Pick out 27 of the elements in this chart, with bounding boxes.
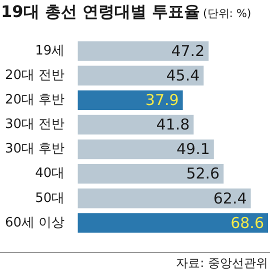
y-tick-label: 19세 bbox=[35, 43, 65, 58]
data-label: 47.2 bbox=[171, 42, 205, 60]
data-label: 52.6 bbox=[186, 164, 220, 183]
data-label: 45.4 bbox=[166, 66, 200, 85]
data-label: 68.6 bbox=[230, 214, 264, 232]
bar bbox=[78, 188, 251, 208]
data-label: 37.9 bbox=[145, 91, 179, 110]
y-tick-label: 60세 이상 bbox=[4, 215, 65, 230]
bar bbox=[78, 164, 224, 184]
data-label: 62.4 bbox=[213, 189, 247, 208]
bar bbox=[78, 114, 194, 135]
y-tick-label: 40대 bbox=[35, 166, 65, 182]
y-tick-label: 20대 후반 bbox=[4, 92, 65, 108]
y-tick-label: 30대 후반 bbox=[4, 142, 65, 157]
bar bbox=[78, 41, 209, 61]
data-label: 41.8 bbox=[156, 116, 190, 134]
data-label: 49.1 bbox=[176, 140, 210, 158]
bar bbox=[78, 90, 183, 110]
chart-subtitle: (단위: %) bbox=[202, 6, 252, 21]
y-tick-label: 50대 bbox=[35, 190, 65, 206]
bar bbox=[78, 213, 268, 233]
y-tick-label: 30대 전반 bbox=[4, 117, 65, 132]
bar bbox=[78, 66, 204, 86]
bar bbox=[78, 139, 214, 160]
y-tick-label: 20대 전반 bbox=[4, 68, 65, 83]
chart-title: 19대 총선 연령대별 투표율 bbox=[1, 2, 200, 23]
text: 자료: 중앙선관위 bbox=[0, 255, 268, 272]
